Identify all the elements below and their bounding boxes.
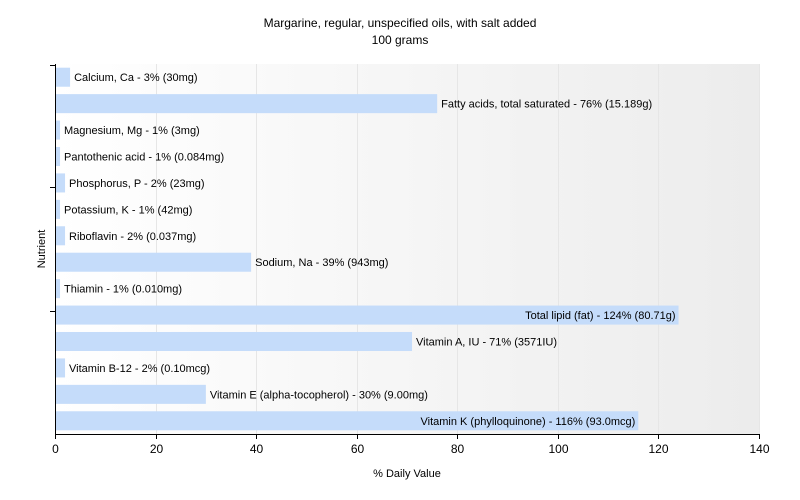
- bar-8: [56, 279, 61, 299]
- bar-label-8: Thiamin - 1% (0.010mg): [64, 284, 182, 296]
- bar-11: [56, 358, 66, 378]
- x-tick-label-20: 20: [150, 442, 164, 456]
- bar-9: [56, 305, 679, 325]
- bar-label-4: Phosphorus, P - 2% (23mg): [69, 178, 205, 190]
- bar-label-7: Sodium, Na - 39% (943mg): [255, 257, 388, 269]
- x-tick-label-120: 120: [648, 442, 668, 456]
- bar-label-9: Total lipid (fat) - 124% (80.71g): [525, 310, 675, 322]
- bar-label-1: Fatty acids, total saturated - 76% (15.1…: [441, 99, 652, 111]
- x-tick-label-100: 100: [548, 442, 568, 456]
- bar-7: [56, 252, 252, 272]
- plot-area: [55, 64, 759, 434]
- x-tick-label-0: 0: [52, 442, 59, 456]
- bar-label-0: Calcium, Ca - 3% (30mg): [74, 72, 197, 84]
- axes: 0 20 40 60 80 100 120 140: [50, 64, 770, 456]
- bar-12: [56, 384, 206, 404]
- bar-label-13: Vitamin K (phylloquinone) - 116% (93.0mc…: [421, 416, 636, 428]
- x-tick-label-40: 40: [250, 442, 264, 456]
- bar-13: [56, 411, 639, 431]
- bars: Calcium, Ca - 3% (30mg) Fatty acids, tota…: [56, 67, 679, 431]
- x-tick-label-80: 80: [451, 442, 465, 456]
- chart-subtitle: 100 grams: [372, 33, 429, 47]
- bar-label-5: Potassium, K - 1% (42mg): [64, 204, 192, 216]
- x-tick-label-60: 60: [351, 442, 365, 456]
- y-axis-title: Nutrient: [36, 230, 48, 269]
- bar-4: [56, 173, 66, 193]
- bar-label-6: Riboflavin - 2% (0.037mg): [69, 231, 196, 243]
- bar-10: [56, 331, 413, 352]
- x-tick-label-140: 140: [749, 442, 769, 456]
- bar-6: [56, 226, 66, 246]
- bar-label-3: Pantothenic acid - 1% (0.084mg): [64, 152, 224, 164]
- bar-label-2: Magnesium, Mg - 1% (3mg): [64, 125, 200, 137]
- gridlines: [156, 64, 760, 434]
- bar-label-11: Vitamin B-12 - 2% (0.10mcg): [69, 363, 210, 375]
- bar-0: [56, 67, 71, 87]
- x-axis-title: % Daily Value: [373, 468, 441, 480]
- bar-2: [56, 120, 61, 140]
- bar-label-10: Vitamin A, IU - 71% (3571IU): [416, 337, 557, 349]
- chart-title: Margarine, regular, unspecified oils, wi…: [264, 16, 537, 30]
- bar-label-12: Vitamin E (alpha-tocopherol) - 30% (9.00…: [210, 389, 428, 401]
- bar-5: [56, 199, 61, 219]
- bar-1: [56, 94, 438, 114]
- bar-3: [56, 146, 61, 167]
